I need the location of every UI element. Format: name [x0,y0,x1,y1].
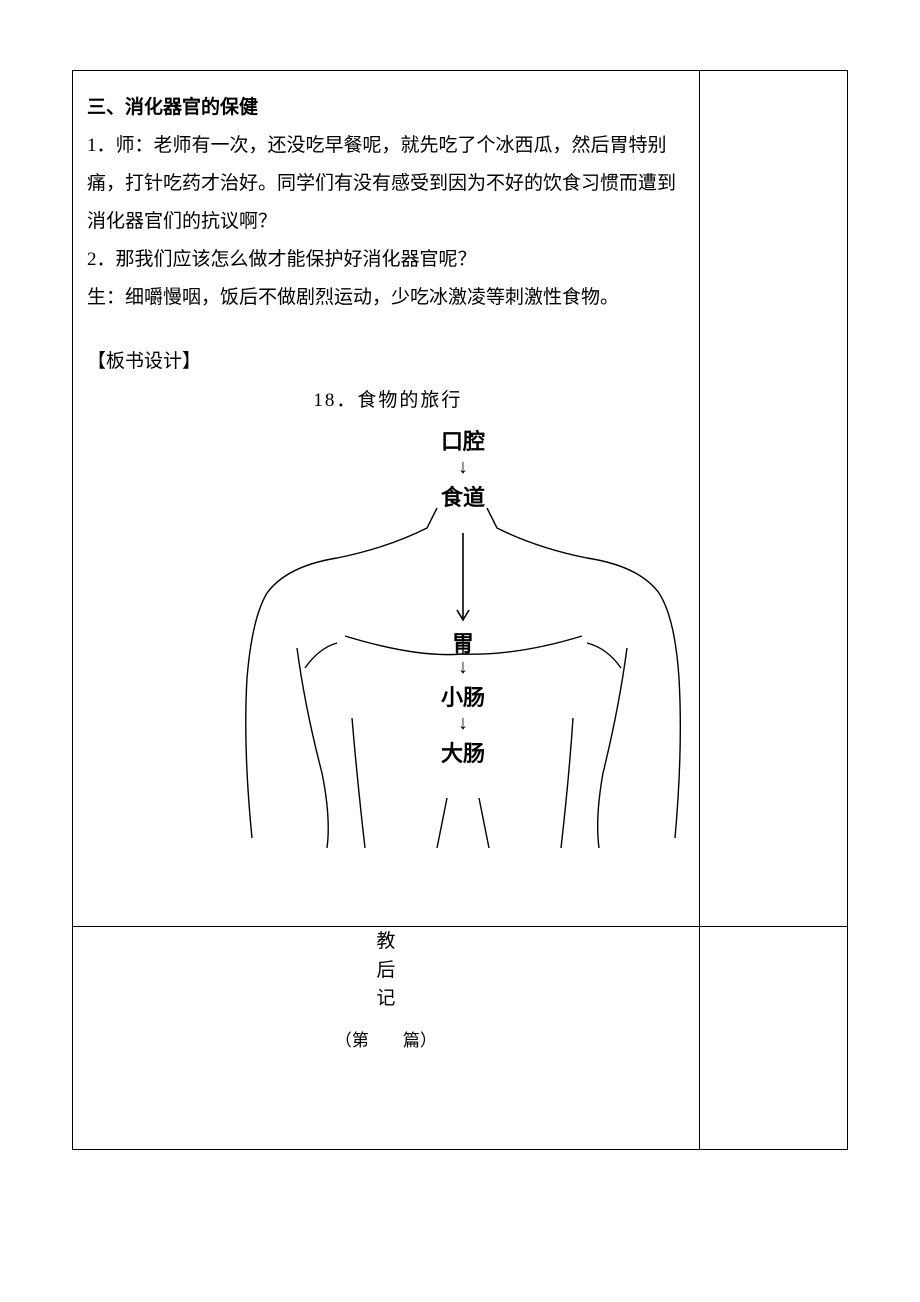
post-teaching-notes-label-cell: 教 后 记 （第 篇） [73,927,700,1150]
right-armpit [587,643,621,668]
side-notes-cell [699,71,847,927]
section-3-p2: 2．那我们应该怎么做才能保护好消化器官呢？ [87,241,689,279]
post-teaching-notes-content [699,927,847,1150]
notes-char-3: 记 [335,985,437,1014]
torso-right-outline [487,508,680,838]
torso-left-outline [246,508,437,838]
right-inner-arm [598,648,627,848]
left-torso-side [352,718,365,848]
board-title: 18．食物的旅行 [87,385,689,412]
left-armpit [305,643,337,668]
notes-char-2: 后 [335,957,437,986]
crotch-left [437,798,447,848]
main-content-cell: 三、消化器官的保健 1．师：老师有一次，还没吃早餐呢，就先吃了个冰西瓜，然后胃特… [73,71,700,927]
flow-arrow-4: ↓ [433,712,493,735]
section-3-p3: 生：细嚼慢咽，饭后不做剧烈运动，少吃冰激凌等刺激性食物。 [87,279,689,317]
lesson-table: 三、消化器官的保健 1．师：老师有一次，还没吃早餐呢，就先吃了个冰西瓜，然后胃特… [72,70,848,1150]
page: 三、消化器官的保健 1．师：老师有一次，还没吃早餐呢，就先吃了个冰西瓜，然后胃特… [0,0,920,1302]
board-design-heading: 【板书设计】 [87,343,689,381]
flow-arrow-1: ↓ [433,456,493,479]
left-inner-arm [297,648,328,848]
right-torso-side [561,718,573,848]
section-3-p1: 1．师：老师有一次，还没吃早餐呢，就先吃了个冰西瓜，然后胃特别痛，打针吃药才治好… [87,127,689,241]
flow-node-small-intestine: 小肠 [433,680,493,712]
notes-count: （第 篇） [335,1028,437,1054]
crotch-right [479,798,489,848]
torso-outline [87,418,687,908]
flow-node-large-intestine: 大肠 [433,736,493,768]
section-3-heading: 三、消化器官的保健 [87,89,689,127]
flow-node-esophagus: 食道 [433,480,493,512]
digestive-flow-diagram: 口腔 ↓ 食道 胃 ↓ 小肠 ↓ 大肠 [87,418,689,908]
flow-arrow-3: ↓ [433,656,493,679]
flow-node-mouth: 口腔 [433,424,493,456]
flow-node-stomach: 胃 [445,626,481,658]
notes-char-1: 教 [335,928,437,957]
spacer [87,317,689,343]
long-arrow [457,533,469,620]
